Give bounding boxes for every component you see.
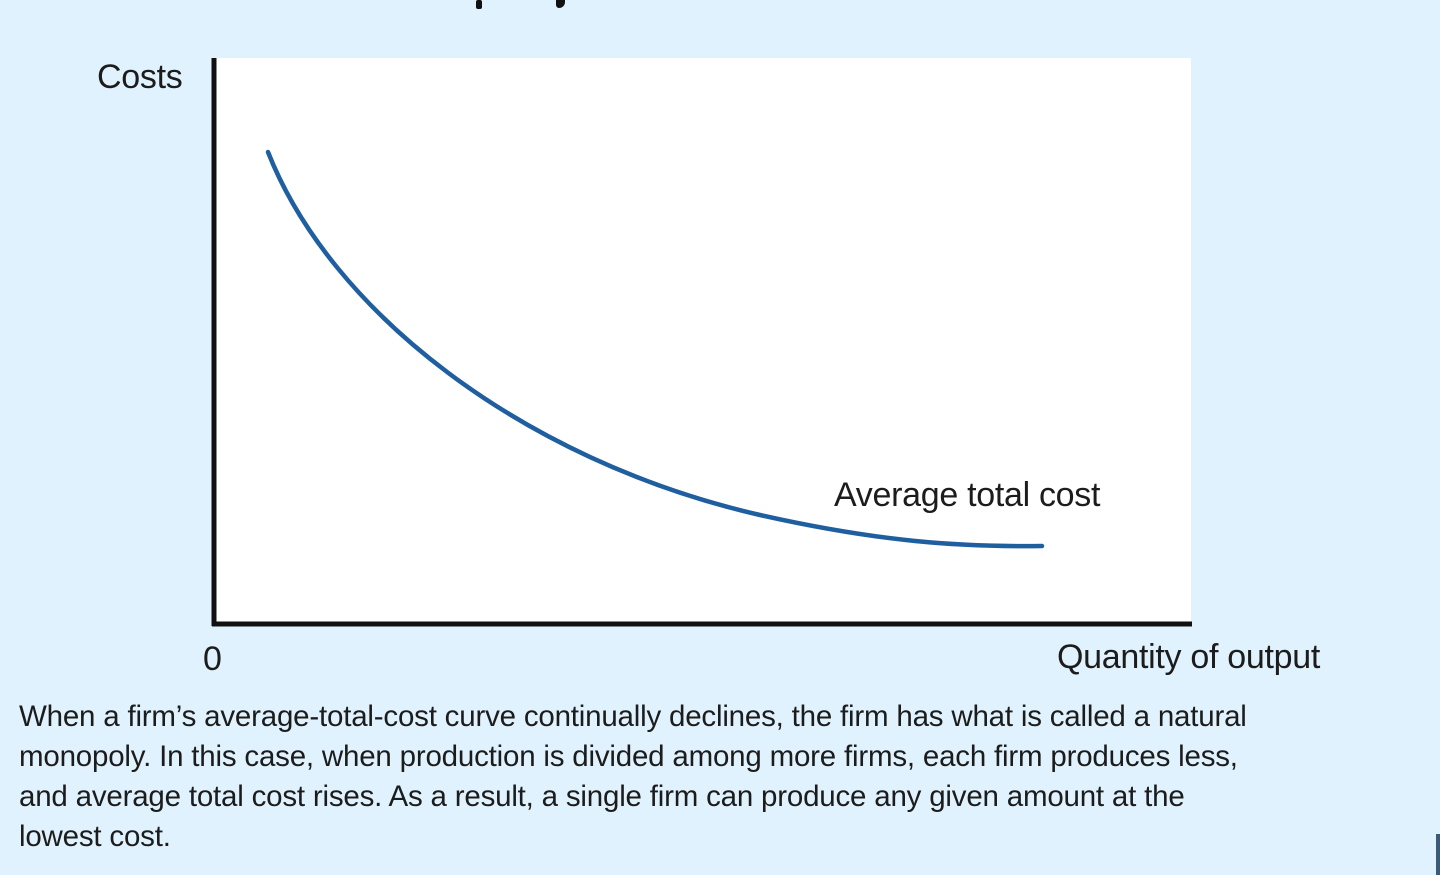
caption-line: When a firm’s average-total-cost curve c… xyxy=(19,700,1247,733)
caption-line: and average total cost rises. As a resul… xyxy=(19,780,1185,813)
caption-line: lowest cost. xyxy=(19,820,171,853)
caption-line: monopoly. In this case, when production … xyxy=(19,740,1238,773)
average-total-cost-curve xyxy=(265,149,1045,549)
caption: When a firm’s average-total-cost curve c… xyxy=(19,697,1434,857)
clipped-title-fragment xyxy=(476,0,482,9)
curve-label: Average total cost xyxy=(834,476,1101,514)
x-axis-label: Quantity of output xyxy=(1057,638,1320,676)
y-axis-label: Costs xyxy=(97,58,183,96)
x-origin-label: 0 xyxy=(203,640,222,678)
scrollbar-edge[interactable] xyxy=(1436,834,1440,875)
clipped-title-fragment xyxy=(556,0,565,8)
plot-area xyxy=(216,58,1191,624)
